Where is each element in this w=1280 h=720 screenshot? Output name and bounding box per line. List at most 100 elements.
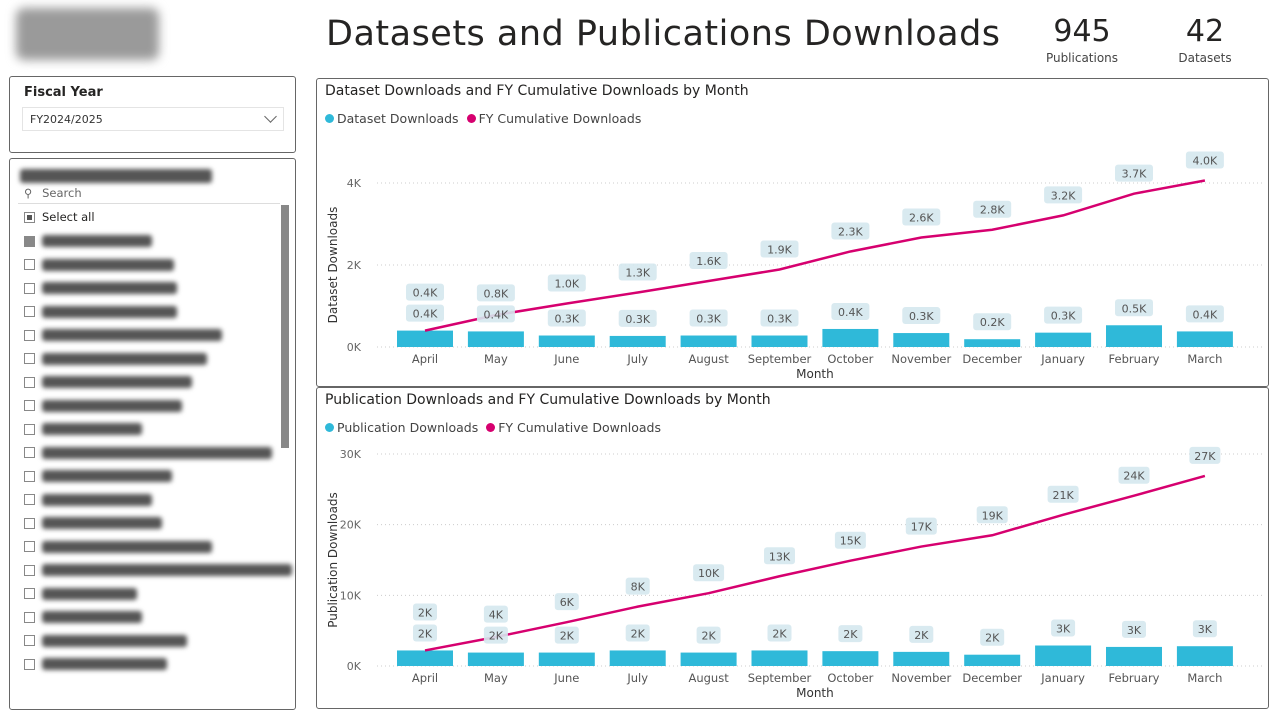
list-item[interactable] [24, 490, 152, 510]
legend-item-bars[interactable]: Dataset Downloads [325, 111, 459, 126]
list-item[interactable] [24, 325, 222, 345]
chart-title: Publication Downloads and FY Cumulative … [325, 392, 771, 408]
bar-data-label: 0.3K [767, 313, 792, 326]
checkbox[interactable] [24, 447, 35, 458]
cumulative-line [424, 179, 1206, 332]
dropdown-value: FY2024/2025 [30, 113, 103, 126]
checkbox[interactable] [24, 282, 35, 294]
checkbox[interactable] [24, 635, 35, 646]
checkbox[interactable] [24, 494, 35, 505]
cumulative-line [424, 474, 1206, 652]
line-data-label-bg [760, 240, 799, 258]
checkbox[interactable] [24, 400, 35, 411]
list-item[interactable] [24, 278, 177, 298]
list-item[interactable] [24, 537, 212, 557]
list-item[interactable] [24, 607, 142, 627]
scrollbar[interactable] [281, 205, 289, 448]
checkbox[interactable] [24, 353, 35, 364]
fiscal-year-dropdown[interactable]: FY2024/2025 [22, 107, 284, 131]
redacted-label [42, 611, 142, 623]
checkbox[interactable] [24, 329, 35, 341]
line-data-label-bg [1189, 446, 1221, 464]
kpi-value: 42 [1185, 14, 1225, 49]
x-tick-label: March [1187, 671, 1222, 685]
checkbox[interactable] [24, 259, 35, 270]
bar-data-label-bg [902, 307, 941, 325]
line-data-label-bg [693, 564, 725, 582]
line-data-label: 0.4K [413, 287, 438, 300]
legend-item-bars[interactable]: Publication Downloads [325, 420, 478, 435]
divider [18, 203, 280, 204]
bar-data-label-bg [767, 624, 792, 642]
checkbox[interactable] [24, 235, 35, 247]
checkbox[interactable] [24, 658, 35, 670]
bar-data-label-bg [625, 624, 650, 642]
list-item[interactable] [24, 419, 142, 439]
line-data-label: 2.6K [909, 212, 934, 225]
bar-data-label: 2K [843, 628, 858, 641]
line-data-label: 1.6K [696, 255, 721, 268]
line-data-label-bg [476, 284, 515, 302]
list-item[interactable] [24, 466, 172, 486]
legend-item-line[interactable]: FY Cumulative Downloads [466, 111, 641, 126]
search-input[interactable]: ⚲ Search [24, 186, 82, 200]
line-data-label: 4K [489, 609, 504, 622]
chart-legend: Publication Downloads FY Cumulative Down… [325, 420, 661, 435]
bar [751, 335, 808, 347]
x-tick-label: February [1109, 352, 1160, 366]
bar-data-label-bg [406, 304, 444, 322]
checkbox[interactable] [24, 306, 35, 317]
x-tick-label: December [962, 671, 1022, 685]
list-item[interactable] [24, 302, 177, 322]
checkbox[interactable] [24, 376, 35, 388]
list-item[interactable] [24, 255, 174, 275]
redacted-label [42, 352, 207, 365]
bar-data-label: 0.5K [1122, 302, 1147, 315]
list-item[interactable] [24, 231, 152, 251]
list-item[interactable] [24, 372, 192, 392]
checkbox[interactable] [24, 611, 35, 623]
fiscal-year-slicer: Fiscal Year FY2024/2025 [9, 76, 296, 153]
checkbox[interactable] [24, 423, 35, 435]
list-item[interactable] [24, 560, 292, 580]
line-data-label-bg [618, 263, 657, 281]
legend-item-line[interactable]: FY Cumulative Downloads [486, 420, 661, 435]
y-tick-label: 4K [347, 177, 362, 190]
list-item[interactable] [24, 584, 137, 604]
y-tick-label: 10K [340, 589, 362, 602]
line-data-label-bg [406, 283, 444, 301]
line-data-label: 4.0K [1193, 155, 1218, 168]
x-tick-label: June [553, 671, 579, 685]
list-item[interactable] [24, 396, 182, 416]
line-data-label-bg [973, 200, 1012, 218]
bar-data-label-bg [483, 626, 508, 644]
chart-title: Dataset Downloads and FY Cumulative Down… [325, 83, 749, 99]
bar [964, 654, 1021, 666]
checkbox[interactable] [24, 588, 35, 599]
line-data-label-bg [483, 605, 508, 623]
list-item[interactable] [24, 631, 187, 651]
bar [397, 650, 453, 666]
list-item[interactable] [24, 513, 162, 533]
bar [397, 330, 453, 347]
line-data-label: 2.8K [980, 204, 1005, 217]
checkbox[interactable] [24, 517, 35, 529]
checkbox[interactable] [24, 564, 35, 576]
x-tick-label: November [891, 352, 951, 366]
line-data-label: 1.0K [554, 278, 579, 291]
line-data-label: 19K [982, 509, 1004, 522]
list-item[interactable] [24, 654, 167, 674]
dataset-chart: 0K 2K 4K Dataset Downloads April May June July A… [326, 151, 1262, 381]
kpi-label: Publications [1045, 51, 1119, 65]
select-all-item[interactable]: Select all [24, 207, 95, 227]
list-item[interactable] [24, 443, 272, 463]
checkbox-partial[interactable] [24, 211, 35, 223]
list-item[interactable] [24, 349, 207, 369]
line-data-label: 1.9K [767, 244, 792, 257]
line-data-label: 15K [840, 535, 862, 548]
line-data-label: 24K [1123, 470, 1145, 483]
y-tick-label: 30K [340, 448, 362, 461]
line-data-label-bg [1118, 466, 1150, 484]
checkbox[interactable] [24, 541, 35, 552]
checkbox[interactable] [24, 470, 35, 482]
